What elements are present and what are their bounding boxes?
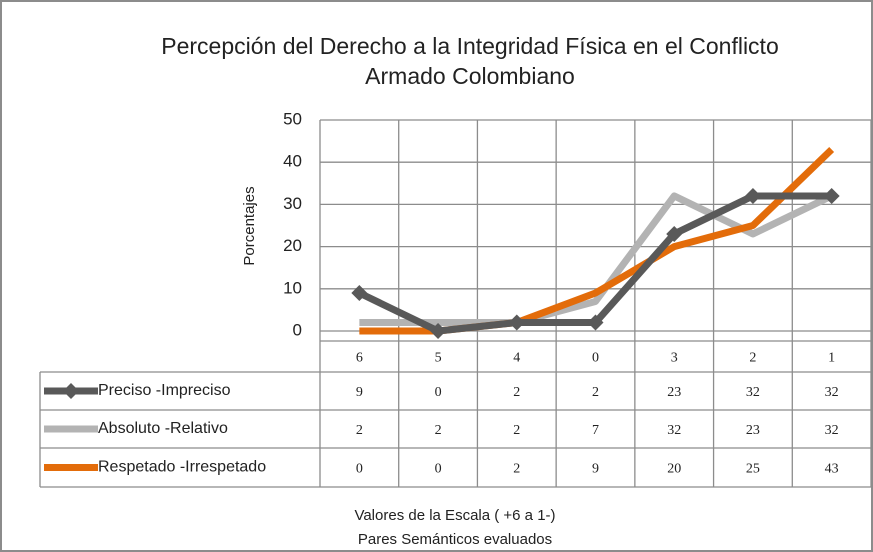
table-value: 2 (592, 385, 599, 400)
y-tick-label: 10 (283, 278, 302, 297)
x-tick-label: 2 (749, 351, 756, 366)
marker (430, 323, 447, 339)
marker (744, 187, 761, 204)
y-tick-label: 50 (283, 109, 302, 128)
table-value: 2 (356, 423, 363, 438)
marker (823, 187, 840, 204)
x-tick-label: 5 (435, 351, 442, 366)
table-value: 43 (825, 462, 839, 477)
table-value: 2 (513, 385, 520, 400)
table-value: 20 (667, 462, 681, 477)
x-axis-label: Pares Semánticos evaluados (358, 531, 552, 548)
table-value: 32 (825, 385, 839, 400)
y-tick-label: 20 (283, 236, 302, 255)
table-value: 32 (667, 423, 681, 438)
marker (587, 314, 604, 331)
series-line (359, 192, 834, 327)
table-value: 0 (356, 462, 363, 477)
table-value: 2 (435, 423, 442, 438)
chart-title: Percepción del Derecho a la Integridad F… (161, 33, 779, 59)
x-tick-label: 6 (356, 351, 363, 366)
table-value: 9 (592, 462, 599, 477)
y-axis-label: Porcentajes (241, 186, 258, 265)
x-tick-label: 0 (592, 351, 599, 366)
y-tick-label: 0 (293, 320, 302, 339)
x-tick-label: 4 (513, 351, 520, 366)
table-value: 0 (435, 385, 442, 400)
x-axis-label: Valores de la Escala ( +6 a 1-) (354, 507, 555, 524)
marker (351, 285, 368, 302)
y-tick-label: 30 (283, 194, 302, 213)
table-value: 32 (746, 385, 760, 400)
x-tick-label: 1 (828, 351, 835, 366)
table-value: 23 (667, 385, 681, 400)
table-value: 0 (435, 462, 442, 477)
chart-title: Armado Colombiano (365, 63, 575, 89)
legend-label: Respetado -Irrespetado (98, 459, 266, 476)
legend-marker (63, 383, 79, 399)
table-value: 25 (746, 462, 760, 477)
legend-label: Preciso -Impreciso (98, 382, 231, 399)
marker (508, 314, 525, 331)
x-tick-label: 3 (671, 351, 678, 366)
table-value: 7 (592, 423, 599, 438)
marker (666, 225, 683, 242)
table-value: 23 (746, 423, 760, 438)
table-value: 2 (513, 462, 520, 477)
legend-label: Absoluto -Relativo (98, 420, 228, 437)
table-value: 32 (825, 423, 839, 438)
y-tick-label: 40 (283, 152, 302, 171)
table-value: 2 (513, 423, 520, 438)
table-value: 9 (356, 385, 363, 400)
